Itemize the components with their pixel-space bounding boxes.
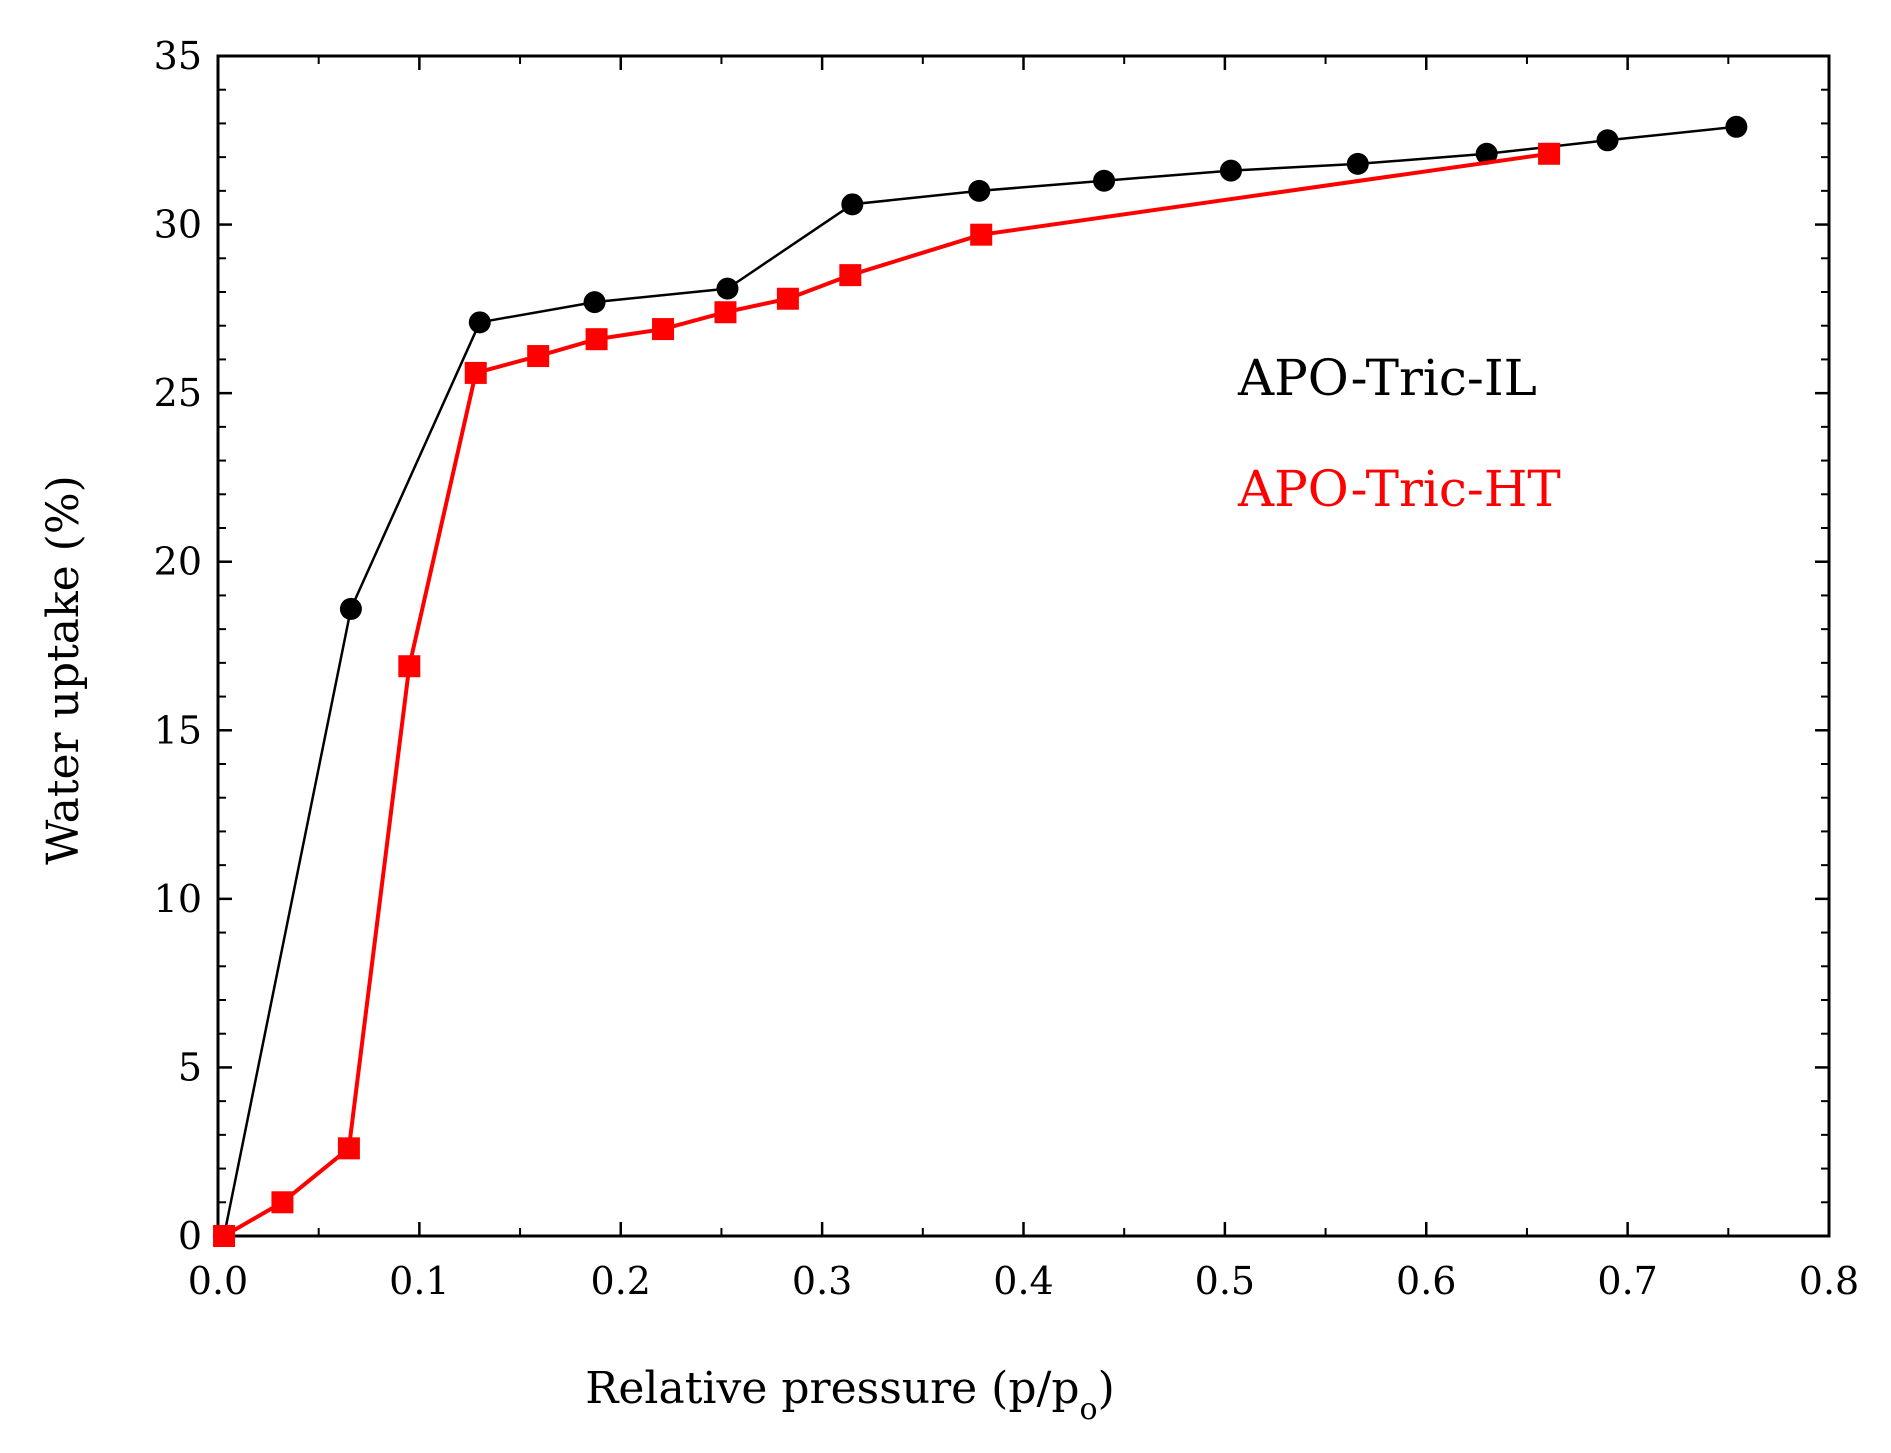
x-tick-label: 0.4 [993,1259,1053,1303]
y-axis-title: Water uptake (%) [38,475,89,865]
data-point [527,345,550,368]
x-tick-label: 0.3 [792,1259,852,1303]
y-tick-label: 0 [178,1214,202,1258]
y-tick-label: 15 [154,708,202,752]
axis-ticks: 0.0 0.1 0.2 0.3 0.4 0.5 0.6 0.7 0.8 0 5 10 15 20 25 30 3… [154,34,1860,1303]
y-tick-label: 25 [154,371,202,415]
data-point [583,291,606,314]
data-point [839,264,862,287]
y-tick-label: 10 [154,877,202,921]
data-point [585,328,608,351]
x-tick-label: 0.6 [1396,1259,1456,1303]
data-point [968,179,991,202]
y-tick-label: 5 [178,1045,202,1089]
x-axis-title-subscript: o [1080,1392,1098,1427]
data-point [776,287,799,310]
data-point [1538,142,1561,165]
x-tick-label: 0.5 [1195,1259,1255,1303]
data-point [1093,169,1116,192]
data-point [1725,115,1748,138]
data-point [714,301,737,324]
series-apo-tric-il [213,115,1748,1247]
x-tick-label: 0.2 [591,1259,651,1303]
data-point [841,193,864,216]
y-tick-label: 20 [154,540,202,584]
legend: APO-Tric-IL APO-Tric-HT [1237,349,1561,518]
series-apo-tric-ht [213,142,1561,1247]
x-axis-title: Relative pressure (p/po) [585,1363,1114,1427]
data-point [398,655,421,678]
series-layer [213,115,1748,1247]
x-tick-label: 0.1 [389,1259,449,1303]
data-point [1596,129,1619,152]
data-point [337,1137,360,1160]
plot-area [216,54,1831,1238]
data-point [652,318,675,341]
data-point [468,311,491,334]
data-point [339,597,362,620]
series-line [222,125,1737,1237]
data-point [716,277,739,300]
y-tick-label: 35 [154,34,202,78]
x-axis-title-close: ) [1098,1363,1115,1414]
x-axis-title-main: Relative pressure (p/p [585,1363,1079,1414]
x-tick-label: 0.8 [1799,1259,1859,1303]
data-point [464,361,487,384]
data-point [1219,159,1242,182]
plot-frame [216,54,1831,1238]
data-point [970,223,993,246]
x-tick-label: 0.0 [188,1259,248,1303]
y-tick-label: 30 [154,203,202,247]
data-point [1475,142,1498,165]
data-point [271,1191,294,1214]
data-point [213,1225,236,1247]
data-point [1346,152,1369,175]
legend-entry: APO-Tric-IL [1237,349,1537,407]
legend-entry: APO-Tric-HT [1237,460,1561,518]
x-tick-label: 0.7 [1597,1259,1657,1303]
series-line [223,151,1550,1238]
